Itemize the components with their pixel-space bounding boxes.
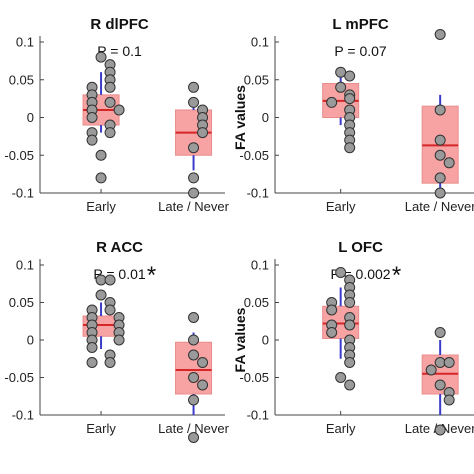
panel-1-data-point xyxy=(188,96,200,108)
panel-2-data-point xyxy=(434,149,446,161)
panel-3-data-point xyxy=(86,342,98,353)
panel-3-data-point xyxy=(95,289,107,301)
panel-4-data-point xyxy=(443,357,455,368)
panel-4-y-tick-label: -0.1 xyxy=(247,408,269,423)
panel-1-x-tick-label: Early xyxy=(86,199,116,214)
panel-4-y-tick-label: 0 xyxy=(262,333,269,348)
panel-2-title: L mPFC xyxy=(332,16,389,33)
panel-1-data-point xyxy=(86,134,98,146)
panel-3-y-tick-label: -0.05 xyxy=(4,370,34,385)
panel-2-data-point xyxy=(434,172,446,184)
panel-2-data-point xyxy=(335,81,347,93)
panel-3-x-tick-label: Early xyxy=(86,421,116,436)
panel-1-y-tick-label: 0.05 xyxy=(9,72,34,87)
panel-2-y-tick-label: 0.1 xyxy=(251,35,269,50)
panel-4-y-tick-label: 0.1 xyxy=(251,258,269,273)
panel-3-data-point xyxy=(188,432,200,443)
panel-1-title: R dlPFC xyxy=(90,16,148,33)
panel-1-data-point xyxy=(104,81,116,93)
panel-1-data-point xyxy=(113,104,125,116)
panel-1-x-tick-label: Late / Never xyxy=(158,199,229,214)
panel-1-data-point xyxy=(95,51,107,63)
panel-1-data-point xyxy=(104,96,116,108)
panel-4-title: L OFC xyxy=(338,239,383,256)
panel-2-data-point xyxy=(335,66,347,78)
panel-3-data-point xyxy=(188,372,200,383)
panel-2-data-point xyxy=(434,28,446,40)
panel-1-data-point xyxy=(188,81,200,93)
panel-3-data-point xyxy=(197,379,209,391)
panel-4-data-point xyxy=(344,379,356,391)
panel-3-data-point xyxy=(188,394,200,406)
panel-2-y-label: FA values xyxy=(232,85,248,150)
panel-3-y-tick-label: -0.1 xyxy=(12,408,34,423)
panel-1-y-tick-label: 0.1 xyxy=(16,35,34,50)
panel-3-y-tick-label: 0.05 xyxy=(9,295,34,310)
panel-4-data-point xyxy=(335,372,347,383)
panel-2-y-tick-label: 0.05 xyxy=(244,72,269,87)
panel-3-data-point xyxy=(188,334,200,346)
panel-1-data-point xyxy=(95,172,107,184)
panel-2-p-value: P = 0.07 xyxy=(334,43,387,59)
panel-2-data-point xyxy=(344,142,356,154)
panel-4-data-point xyxy=(443,394,455,406)
panel-1-data-point xyxy=(104,127,116,139)
panel-1-y-tick-label: 0 xyxy=(27,110,34,125)
panel-1-data-point xyxy=(188,187,200,199)
panel-4-significance-star: * xyxy=(392,262,401,289)
panel-2-data-point xyxy=(326,96,338,108)
panel-3-title: R ACC xyxy=(96,239,143,256)
panel-1-p-value: P = 0.1 xyxy=(97,43,142,59)
panel-3-data-point xyxy=(188,349,200,361)
panel-3-x-tick-label: Late / Never xyxy=(158,421,229,436)
panel-3-data-point xyxy=(113,334,125,346)
panel-1-data-point xyxy=(188,142,200,154)
panel-4-y-label: FA values xyxy=(232,307,248,372)
panel-4-x-tick-label: Early xyxy=(326,421,356,436)
panel-3-data-point xyxy=(104,304,116,316)
panel-4-data-point xyxy=(326,327,338,338)
panel-3-data-point xyxy=(104,357,116,368)
panel-4-data-point xyxy=(425,364,437,376)
panel-4-y-tick-label: -0.05 xyxy=(239,370,269,385)
panel-1-y-tick-label: -0.05 xyxy=(4,148,34,163)
panel-2-data-point xyxy=(434,134,446,146)
panel-4-data-point xyxy=(326,304,338,316)
panel-2-data-point xyxy=(434,187,446,199)
panel-2-y-tick-label: -0.1 xyxy=(247,186,269,201)
panel-2-x-tick-label: Early xyxy=(326,199,356,214)
panel-4-y-tick-label: 0.05 xyxy=(244,295,269,310)
panel-1-data-point xyxy=(86,112,98,123)
panel-1-y-tick-label: -0.1 xyxy=(12,186,34,201)
panel-1-data-point xyxy=(95,149,107,161)
panel-2-data-point xyxy=(344,93,356,105)
panel-2-y-tick-label: -0.05 xyxy=(239,148,269,163)
panel-4-data-point xyxy=(335,267,347,278)
panel-3-y-tick-label: 0.1 xyxy=(16,258,34,273)
panel-3-data-point xyxy=(104,274,116,286)
panel-3-significance-star: * xyxy=(147,262,156,289)
panel-3-data-point xyxy=(197,357,209,368)
panel-4-data-point xyxy=(434,327,446,338)
panel-1-data-point xyxy=(188,172,200,184)
panel-4-data-point xyxy=(344,297,356,308)
panel-1-data-point xyxy=(197,127,209,139)
panel-2-data-point xyxy=(443,157,455,169)
panel-3-y-tick-label: 0 xyxy=(27,333,34,348)
panel-2-data-point xyxy=(344,70,356,82)
panel-4-data-point xyxy=(344,319,356,331)
panel-2-y-tick-label: 0 xyxy=(262,110,269,125)
panel-2-x-tick-label: Late / Never xyxy=(405,199,474,214)
panel-2-data-point xyxy=(434,104,446,116)
panel-3-data-point xyxy=(86,357,98,368)
panel-4-data-point xyxy=(434,379,446,391)
panel-4-data-point xyxy=(344,357,356,368)
panel-4-data-point xyxy=(434,424,446,436)
panel-3-data-point xyxy=(188,312,200,323)
